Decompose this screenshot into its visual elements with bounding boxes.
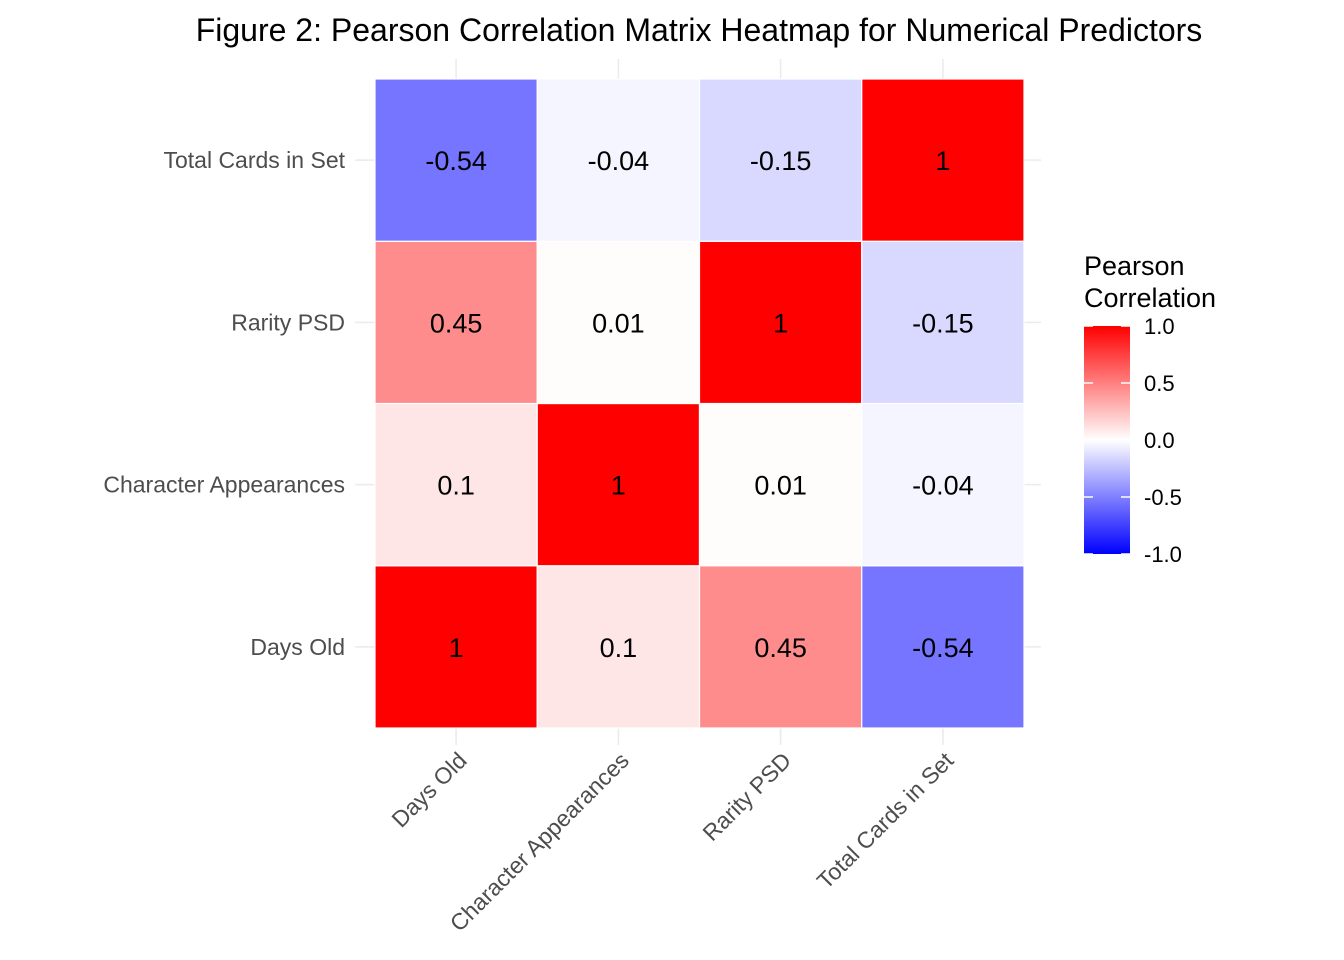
cell-value-label: 1 xyxy=(449,633,464,663)
y-tick-label: Total Cards in Set xyxy=(163,147,345,173)
heatmap-cell xyxy=(374,78,538,242)
heatmap-cell xyxy=(374,240,538,405)
cell-value-label: 0.45 xyxy=(754,633,807,663)
heatmap-cell xyxy=(536,402,701,567)
legend-tick-label: 0.5 xyxy=(1144,371,1175,396)
cell-value-label: -0.04 xyxy=(912,471,974,501)
cell-value-label: 1 xyxy=(935,146,950,176)
legend-tick-label: -1.0 xyxy=(1144,542,1182,567)
cell-value-label: -0.04 xyxy=(588,146,650,176)
cell-value-label: 1 xyxy=(773,308,788,338)
cell-labels: 1 0.1 0.45 -0.54 0.1 1 0.01 -0.04 0.45 0.01 1 -0.15… xyxy=(425,146,973,663)
y-axis: Days Old Character Appearances Rarity PSD T… xyxy=(103,147,367,660)
cell-value-label: -0.15 xyxy=(750,146,812,176)
y-tick-label: Days Old xyxy=(250,634,345,660)
cell-value-label: 0.1 xyxy=(437,471,475,501)
x-tick-label: Rarity PSD xyxy=(697,747,796,846)
heatmap-cell xyxy=(374,565,538,729)
chart-title: Figure 2: Pearson Correlation Matrix Hea… xyxy=(196,12,1203,48)
heatmap-cell xyxy=(536,565,701,729)
heatmap-cell xyxy=(861,565,1025,729)
cell-value-label: -0.15 xyxy=(912,308,974,338)
heatmap-cell xyxy=(698,565,863,729)
legend-tick-label: 1.0 xyxy=(1144,314,1175,339)
heatmap-cells xyxy=(374,78,1025,729)
heatmap-cell xyxy=(861,240,1025,405)
cell-value-label: 1 xyxy=(611,471,626,501)
y-tick-label: Rarity PSD xyxy=(231,309,345,335)
legend-title: Pearson xyxy=(1084,251,1185,281)
cell-value-label: -0.54 xyxy=(425,146,487,176)
heatmap-cell xyxy=(698,240,863,405)
x-tick-label: Total Cards in Set xyxy=(812,747,959,894)
heatmap-cell xyxy=(536,78,701,242)
cell-value-label: 0.01 xyxy=(754,471,807,501)
heatmap-cell xyxy=(861,78,1025,242)
x-tick-label: Character Appearances xyxy=(445,747,634,936)
cell-value-label: -0.54 xyxy=(912,633,974,663)
x-tick-label: Days Old xyxy=(386,747,471,832)
heatmap-cell xyxy=(698,78,863,242)
heatmap-cell xyxy=(861,402,1025,567)
legend-title: Correlation xyxy=(1084,283,1216,313)
cell-value-label: 0.45 xyxy=(430,308,483,338)
legend-tick-label: -0.5 xyxy=(1144,485,1182,510)
cell-value-label: 0.01 xyxy=(592,308,645,338)
legend-tick-label: 0.0 xyxy=(1144,428,1175,453)
y-tick-label: Character Appearances xyxy=(103,472,345,498)
cell-value-label: 0.1 xyxy=(600,633,638,663)
